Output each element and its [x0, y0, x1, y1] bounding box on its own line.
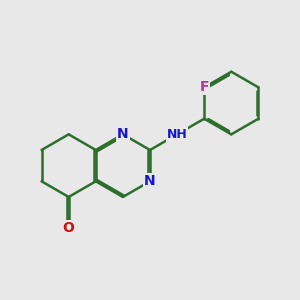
Text: N: N	[144, 174, 156, 188]
Text: O: O	[63, 221, 75, 235]
Text: N: N	[117, 127, 129, 141]
Text: F: F	[200, 80, 209, 94]
Text: NH: NH	[167, 128, 188, 141]
